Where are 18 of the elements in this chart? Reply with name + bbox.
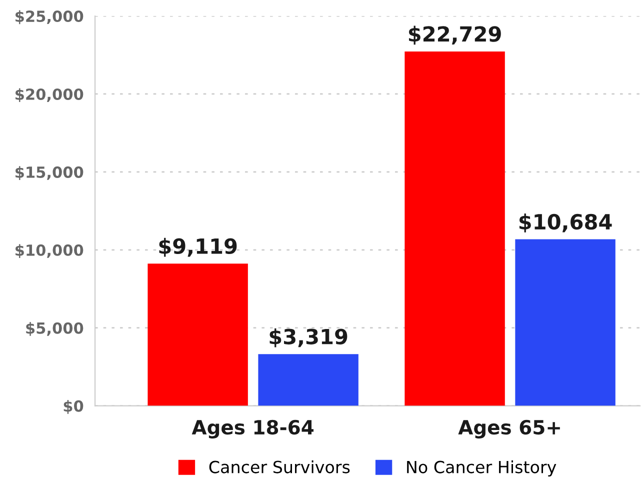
x-tick-label: Ages 65+ bbox=[458, 420, 560, 439]
y-tick-label: $10,000 bbox=[16, 244, 84, 258]
y-tick-label: $15,000 bbox=[16, 166, 84, 180]
data-label: $3,319 bbox=[270, 328, 348, 348]
data-label: $22,729 bbox=[408, 26, 501, 45]
data-label: $9,119 bbox=[159, 238, 237, 257]
legend-label: Cancer Survivors bbox=[209, 460, 350, 474]
bar bbox=[515, 239, 616, 406]
y-tick-label: $25,000 bbox=[16, 10, 84, 24]
y-tick-label: $20,000 bbox=[16, 88, 84, 102]
x-tick-label: Ages 18-64 bbox=[192, 420, 314, 439]
bar bbox=[258, 354, 358, 406]
data-label: $10,684 bbox=[519, 214, 612, 232]
y-tick-label: $5,000 bbox=[26, 322, 84, 336]
bar bbox=[148, 264, 248, 406]
bar bbox=[404, 51, 505, 406]
legend-label: No Cancer History bbox=[407, 460, 556, 477]
y-tick-label: $0 bbox=[64, 400, 84, 414]
